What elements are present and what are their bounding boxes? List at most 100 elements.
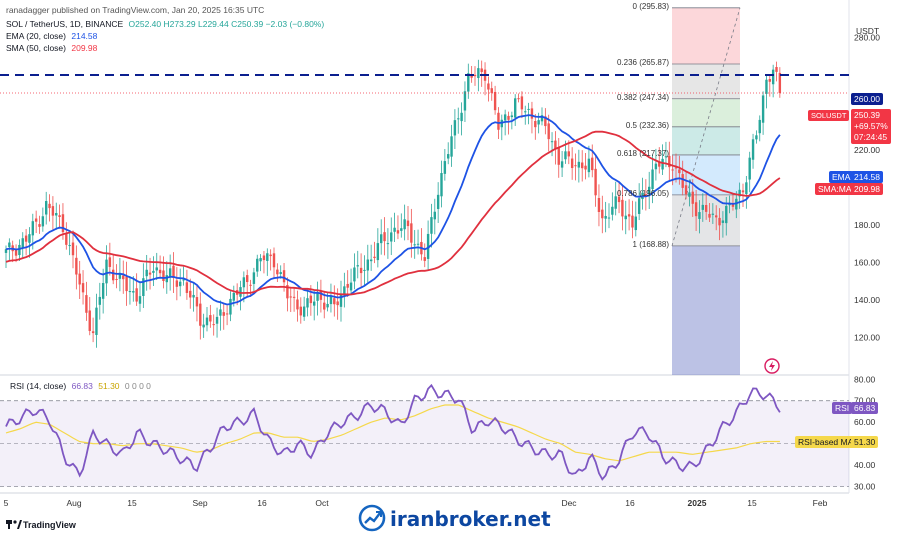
candle-body[interactable]	[158, 269, 162, 274]
candle-body[interactable]	[41, 216, 45, 227]
candle-body[interactable]	[761, 95, 765, 123]
candle-body[interactable]	[654, 163, 658, 170]
candle-body[interactable]	[758, 119, 761, 134]
candle-body[interactable]	[202, 324, 205, 328]
candle-body[interactable]	[748, 157, 751, 180]
candle-body[interactable]	[172, 265, 175, 278]
candle-body[interactable]	[108, 257, 112, 267]
candle-body[interactable]	[242, 277, 246, 288]
candle-body[interactable]	[503, 114, 507, 121]
candle-body[interactable]	[81, 283, 85, 293]
candle-body[interactable]	[691, 191, 694, 204]
candle-body[interactable]	[313, 301, 316, 306]
candle-body[interactable]	[276, 269, 279, 275]
candle-body[interactable]	[607, 217, 611, 219]
candle-body[interactable]	[272, 253, 276, 268]
candle-body[interactable]	[718, 217, 721, 226]
candle-body[interactable]	[21, 238, 24, 248]
candle-body[interactable]	[101, 283, 105, 299]
candle-body[interactable]	[694, 202, 698, 217]
candle-body[interactable]	[232, 292, 235, 301]
candle-body[interactable]	[778, 72, 782, 94]
candle-body[interactable]	[460, 112, 463, 122]
candle-body[interactable]	[426, 233, 430, 259]
ema-legend[interactable]: EMA (20, close) 214.58	[6, 31, 97, 41]
candle-body[interactable]	[661, 158, 664, 170]
candle-body[interactable]	[333, 298, 336, 305]
candle-body[interactable]	[721, 220, 725, 223]
candle-body[interactable]	[118, 272, 122, 279]
candle-body[interactable]	[142, 278, 145, 296]
candle-body[interactable]	[463, 91, 467, 111]
symbol-legend[interactable]: SOL / TetherUS, 1D, BINANCE O252.40 H273…	[6, 19, 324, 29]
candle-body[interactable]	[38, 224, 41, 227]
candle-body[interactable]	[112, 269, 115, 281]
candle-body[interactable]	[564, 151, 567, 160]
candle-body[interactable]	[570, 158, 574, 169]
candle-body[interactable]	[416, 243, 420, 245]
candle-body[interactable]	[55, 213, 58, 216]
candle-body[interactable]	[14, 249, 18, 256]
candle-body[interactable]	[162, 270, 165, 281]
candle-body[interactable]	[34, 218, 38, 222]
candle-body[interactable]	[259, 258, 262, 262]
candle-body[interactable]	[246, 275, 249, 283]
candle-body[interactable]	[145, 269, 148, 277]
candle-body[interactable]	[239, 287, 242, 297]
candle-body[interactable]	[363, 269, 366, 271]
candle-body[interactable]	[624, 215, 627, 220]
candle-body[interactable]	[674, 167, 678, 169]
candle-body[interactable]	[671, 169, 674, 171]
candle-body[interactable]	[24, 235, 28, 242]
candle-body[interactable]	[473, 74, 477, 77]
candle-body[interactable]	[376, 243, 380, 261]
candle-body[interactable]	[537, 120, 540, 125]
candle-body[interactable]	[349, 282, 353, 291]
candle-body[interactable]	[125, 276, 128, 292]
candle-body[interactable]	[668, 155, 671, 168]
candle-body[interactable]	[199, 303, 202, 326]
candle-body[interactable]	[768, 79, 771, 82]
candle-body[interactable]	[390, 232, 393, 242]
candle-body[interactable]	[400, 228, 403, 231]
candle-body[interactable]	[577, 161, 581, 168]
candle-body[interactable]	[741, 190, 745, 193]
tradingview-brand[interactable]: TradingView	[23, 520, 76, 530]
candle-body[interactable]	[664, 156, 668, 158]
candle-body[interactable]	[266, 253, 269, 261]
candle-body[interactable]	[574, 165, 577, 167]
candle-body[interactable]	[738, 189, 741, 197]
candle-body[interactable]	[493, 91, 497, 111]
candle-body[interactable]	[550, 141, 554, 143]
candle-body[interactable]	[222, 312, 225, 316]
candle-body[interactable]	[289, 296, 292, 298]
candle-body[interactable]	[510, 115, 514, 118]
candle-body[interactable]	[755, 135, 758, 140]
candle-body[interactable]	[299, 306, 302, 316]
candle-body[interactable]	[651, 169, 654, 190]
candle-body[interactable]	[410, 223, 413, 243]
candle-body[interactable]	[631, 215, 634, 228]
candle-body[interactable]	[209, 315, 212, 322]
candle-body[interactable]	[269, 254, 272, 257]
candle-body[interactable]	[192, 294, 195, 298]
candle-body[interactable]	[430, 217, 433, 234]
candle-body[interactable]	[413, 244, 416, 246]
candle-body[interactable]	[61, 214, 65, 233]
candle-body[interactable]	[698, 212, 701, 219]
candle-body[interactable]	[18, 244, 21, 256]
candle-body[interactable]	[316, 292, 319, 301]
candle-body[interactable]	[453, 120, 457, 136]
candle-body[interactable]	[701, 204, 704, 210]
rsi-line[interactable]	[5, 383, 781, 481]
candle-body[interactable]	[373, 256, 376, 259]
candle-body[interactable]	[65, 233, 68, 245]
candle-body[interactable]	[487, 83, 490, 90]
candle-body[interactable]	[386, 243, 390, 245]
candle-body[interactable]	[587, 158, 591, 173]
rsi-ma-line[interactable]	[5, 404, 780, 462]
candle-body[interactable]	[51, 206, 55, 216]
candle-body[interactable]	[547, 123, 550, 140]
candle-body[interactable]	[530, 108, 534, 119]
